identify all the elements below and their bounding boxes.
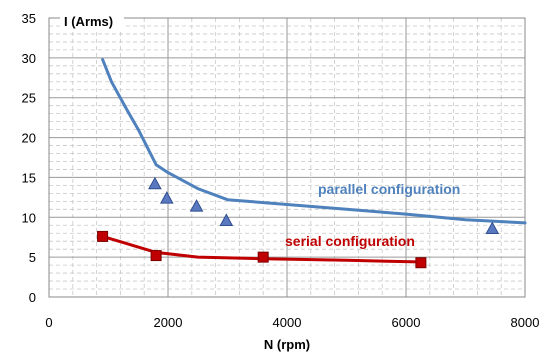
parallel-configuration-label: parallel configuration — [318, 181, 460, 197]
x-axis-title: N (rpm) — [264, 337, 310, 352]
y-tick-label: 10 — [22, 210, 36, 225]
y-tick-label: 35 — [22, 11, 36, 26]
serial-configuration-label: serial configuration — [285, 233, 415, 249]
square-marker — [415, 257, 427, 269]
y-tick-label: 0 — [29, 290, 36, 305]
square-marker — [257, 251, 269, 263]
triangle-marker — [148, 176, 162, 190]
y-tick-label: 15 — [22, 170, 36, 185]
y-axis-title: I (Arms) — [64, 14, 113, 29]
triangle-marker — [485, 221, 500, 234]
triangle-marker — [189, 199, 204, 212]
x-tick-label: 2000 — [154, 315, 183, 330]
data-markers — [97, 176, 500, 269]
triangle-marker — [159, 191, 174, 204]
x-tick-labels: 0 2000 4000 6000 8000 — [45, 315, 539, 330]
x-tick-label: 6000 — [392, 315, 421, 330]
square-marker — [150, 250, 162, 262]
series-lines — [101, 58, 527, 264]
y-tick-label: 20 — [22, 131, 36, 146]
x-tick-label: 0 — [45, 315, 52, 330]
square-marker — [97, 230, 109, 242]
y-tick-labels: 0 5 10 15 20 25 30 35 — [22, 11, 36, 305]
parallel-configuration-line — [101, 58, 527, 225]
plot-border — [48, 17, 526, 298]
y-tick-label: 5 — [29, 250, 36, 265]
y-tick-label: 25 — [22, 91, 36, 106]
serial-configuration-line — [101, 234, 420, 264]
major-grid — [49, 18, 525, 297]
y-axis-title-background — [60, 12, 124, 29]
triangle-marker — [219, 213, 234, 226]
x-tick-label: 4000 — [273, 315, 302, 330]
y-tick-label: 30 — [22, 51, 36, 66]
x-tick-label: 8000 — [511, 315, 540, 330]
